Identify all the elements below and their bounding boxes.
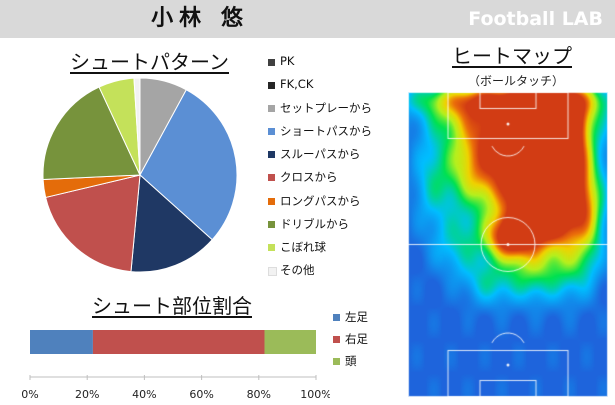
legend-swatch: [333, 314, 340, 321]
legend-swatch: [268, 174, 275, 182]
legend-label: ドリブルから: [280, 216, 349, 231]
legend-label: 頭: [345, 354, 357, 368]
legend-swatch: [268, 197, 275, 205]
pie-slice: [139, 89, 238, 241]
legend-label: 左足: [345, 310, 368, 324]
legend-swatch: [268, 243, 275, 251]
legend-swatch: [268, 220, 275, 228]
pie-slice: [133, 77, 141, 176]
legend-swatch: [268, 82, 275, 90]
x-tick-label: 40%: [132, 388, 156, 401]
legend-swatch: [333, 336, 340, 343]
heatmap-title: ヒートマップ: [452, 44, 572, 68]
legend-label: スルーパスから: [280, 147, 361, 162]
legend-label: FK,CK: [280, 77, 314, 92]
legend-swatch: [333, 358, 340, 365]
shot-pattern-pie-chart: [42, 77, 238, 273]
legend-label: その他: [280, 262, 315, 277]
bar-segment: [30, 330, 93, 354]
heatmap-canvas: [408, 92, 608, 397]
legend-label: クロスから: [280, 170, 338, 185]
heatmap-subtitle: （ボールタッチ）: [468, 74, 565, 88]
x-tick-label: 20%: [75, 388, 99, 401]
bar-segment: [264, 330, 316, 354]
shot-pattern-title: シュートパターン: [70, 50, 229, 74]
legend-label: ロングパスから: [280, 193, 361, 208]
legend-label: ショートパスから: [280, 124, 372, 139]
legend-swatch: [268, 105, 275, 113]
player-name: 小林 悠: [151, 6, 249, 31]
legend-swatch: [268, 151, 275, 159]
x-tick-label: 80%: [247, 388, 271, 401]
bar-segment: [92, 330, 265, 354]
brand-logo: Football LAB: [468, 8, 603, 30]
legend-label: こぼれ球: [280, 239, 326, 254]
legend-label: 右足: [345, 332, 368, 346]
legend-label: セットプレーから: [280, 101, 372, 116]
legend-swatch: [268, 266, 277, 276]
legend-swatch: [268, 59, 275, 66]
header-bar: 小林 悠 Football LAB: [0, 0, 615, 38]
x-tick-label: 0%: [21, 388, 38, 401]
x-tick-label: 100%: [300, 388, 330, 401]
shot-part-title: シュート部位割合: [92, 294, 252, 318]
legend-label: PK: [280, 54, 295, 68]
pie-slice: [45, 174, 141, 273]
x-tick-label: 60%: [189, 388, 213, 401]
legend-swatch: [268, 128, 275, 136]
pie-slice: [42, 86, 141, 181]
shot-part-bar-chart: 0% 20% 40% 60% 80% 100%: [21, 330, 330, 401]
pie-slice: [130, 173, 213, 273]
